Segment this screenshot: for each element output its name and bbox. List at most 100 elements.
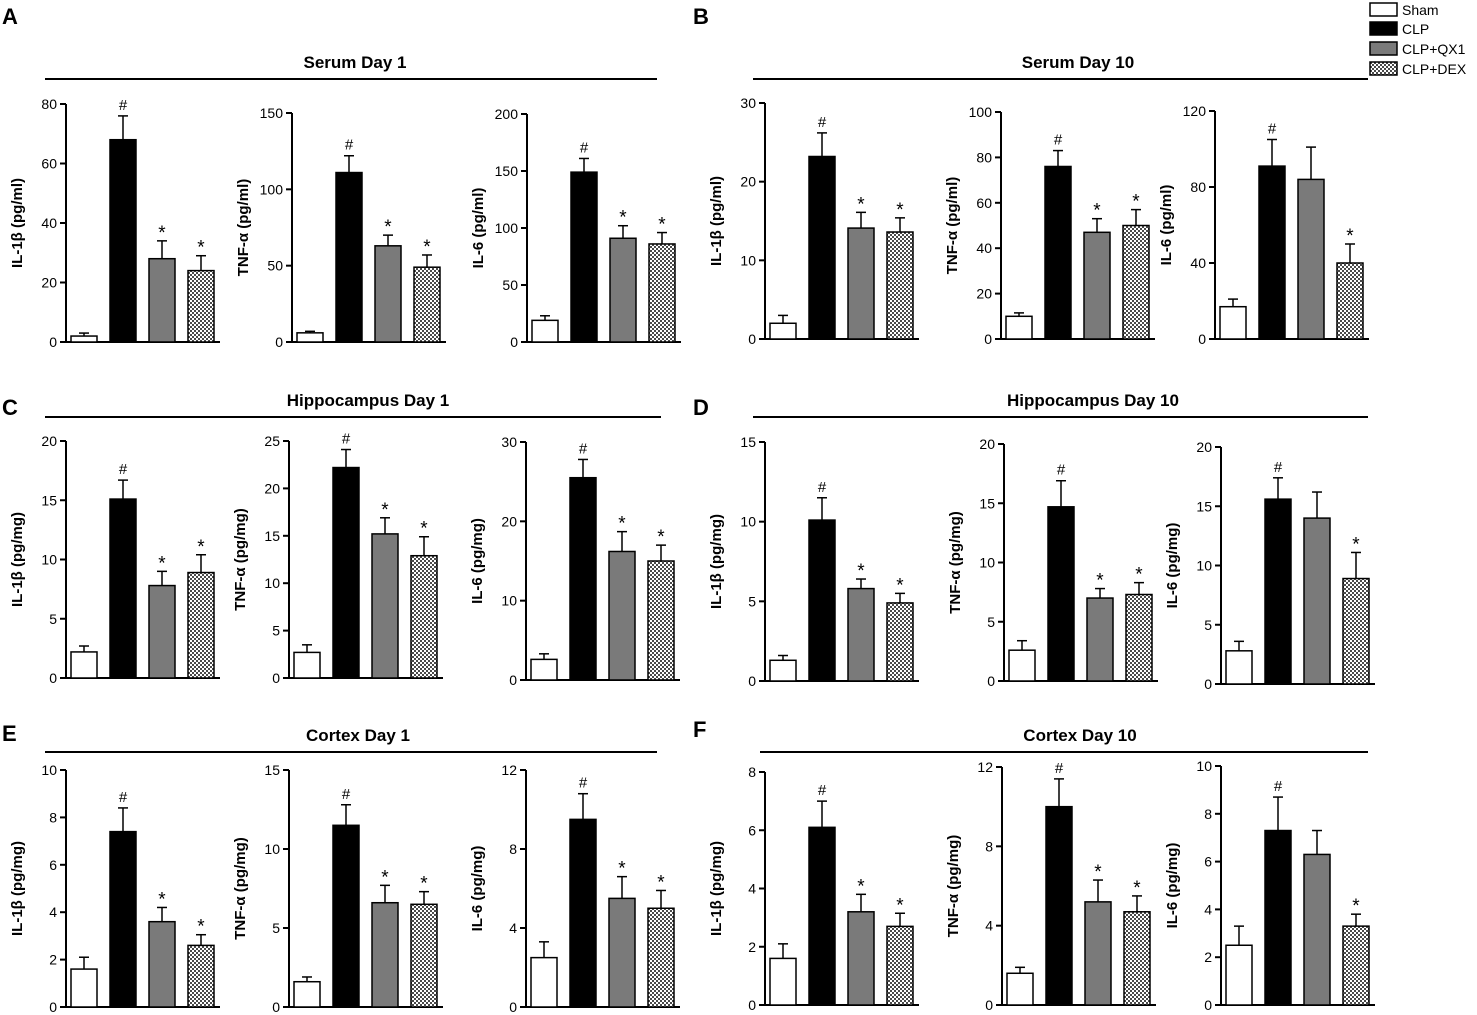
star-mark-clp-qx1: * [158,553,166,574]
y-tick-label: 10 [1196,558,1212,574]
panel-title-d: Hippocampus Day 10 [1007,391,1179,410]
y-tick-label: 150 [260,105,284,121]
bar-clp-qx1 [1083,231,1111,340]
panel-title-c: Hippocampus Day 1 [287,391,450,410]
y-axis-label: TNF-α (pg/ml) [944,177,961,275]
bar-clp [808,155,836,340]
bar-sham [1006,972,1034,1006]
y-tick-label: 15 [41,492,57,508]
legend: Sham CLP CLP+QX1 CLP+DEX [1369,2,1467,77]
y-tick-label: 150 [495,163,519,179]
y-tick-label: 10 [740,514,756,530]
bar-clp [1047,506,1075,682]
star-mark-clp-dex: * [657,527,665,548]
chart-e-il-6: 0 4 8 12 IL-6 (pg/mg) # * * [469,762,680,1015]
bar-sham [1225,944,1253,1006]
star-mark-clp-dex: * [420,874,428,895]
star-mark-clp-dex: * [1132,192,1140,213]
y-tick-label: 10 [41,762,57,778]
y-tick-label: 0 [748,673,756,689]
y-tick-label: 0 [1204,676,1212,692]
star-mark-clp-qx1: * [158,223,166,244]
y-tick-label: 10 [979,555,995,571]
bar-clp-dex [410,554,438,679]
y-tick-label: 0 [1198,331,1206,347]
star-mark-clp-qx1: * [618,859,626,880]
panel-letter-f: F [693,717,706,742]
bar-clp-qx1 [374,245,402,343]
bar-clp [335,171,363,343]
hash-mark-clp: # [1274,459,1283,476]
bar-clp-dex [886,231,914,340]
bar-clp-dex [1125,593,1153,682]
panel-letter-e: E [2,721,17,746]
y-axis-label: IL-1β (pg/ml) [708,176,725,266]
y-tick-label: 0 [509,999,517,1015]
y-tick-label: 6 [49,857,57,873]
chart-d-tnf: 0 5 10 15 20 TNF-α (pg/mg) # * * [947,436,1158,689]
bar-clp-dex [187,269,215,343]
star-mark-clp-dex: * [1133,878,1141,899]
y-axis-label: IL-6 (pg/mg) [1164,523,1181,609]
y-axis-label: TNF-α (pg/mg) [232,508,249,611]
y-tick-label: 40 [41,215,57,231]
y-tick-label: 10 [41,552,57,568]
hash-mark-clp: # [579,775,588,792]
panel-letter-d: D [693,395,709,420]
y-tick-label: 20 [976,286,992,302]
y-tick-label: 15 [1196,498,1212,514]
panel-title-e: Cortex Day 1 [306,726,410,745]
bar-clp [1264,829,1292,1006]
y-tick-label: 4 [748,881,756,897]
bar-clp-dex [1342,925,1370,1006]
y-tick-label: 80 [976,149,992,165]
y-tick-label: 4 [509,920,517,936]
bar-clp [570,171,598,343]
y-tick-label: 0 [509,672,517,688]
chart-a-tnf: 0 50 100 150 TNF-α (pg/ml) # * * [235,105,446,350]
y-tick-label: 6 [1204,854,1212,870]
y-tick-label: 20 [1196,439,1212,455]
y-tick-label: 8 [748,764,756,780]
bar-clp [332,466,360,679]
star-mark-clp-dex: * [423,237,431,258]
bar-sham [769,957,797,1006]
chart-e-tnf: 0 5 10 15 TNF-α (pg/mg) # * * [232,762,443,1015]
star-mark-clp-qx1: * [158,889,166,910]
bar-clp-qx1 [1303,853,1331,1006]
bar-clp-dex [187,944,215,1008]
y-tick-label: 30 [740,95,756,111]
bar-clp-dex [647,560,675,681]
bar-clp-qx1 [847,227,875,340]
y-tick-label: 0 [275,334,283,350]
legend-swatch-qx1 [1369,41,1398,56]
y-tick-label: 4 [1204,901,1212,917]
y-tick-label: 0 [49,334,57,350]
bar-sham [1008,649,1036,682]
bar-clp [109,498,137,679]
bar-clp [109,830,137,1008]
bar-sham [769,659,797,682]
bar-sham [531,319,559,343]
bar-clp-dex [648,243,676,343]
hash-mark-clp: # [342,431,351,448]
y-tick-label: 15 [740,434,756,450]
star-mark-clp-dex: * [1346,226,1354,247]
bar-clp-qx1 [1297,178,1325,340]
y-tick-label: 100 [969,104,993,120]
star-mark-clp-dex: * [896,895,904,916]
y-tick-label: 15 [264,528,280,544]
hash-mark-clp: # [1268,121,1277,138]
bar-clp [1045,805,1073,1006]
hash-mark-clp: # [1274,778,1283,795]
bar-sham [530,658,558,681]
y-axis-label: IL-6 (pg/mg) [469,846,486,932]
bar-clp-dex [1123,911,1151,1006]
y-tick-label: 100 [495,220,519,236]
star-mark-clp-qx1: * [1093,201,1101,222]
chart-f-il-6: 0 2 4 6 8 10 IL-6 (pg/mg) # * [1164,758,1375,1013]
y-tick-label: 12 [501,762,517,778]
y-tick-label: 20 [41,275,57,291]
y-tick-label: 10 [501,593,517,609]
bar-clp [569,476,597,681]
